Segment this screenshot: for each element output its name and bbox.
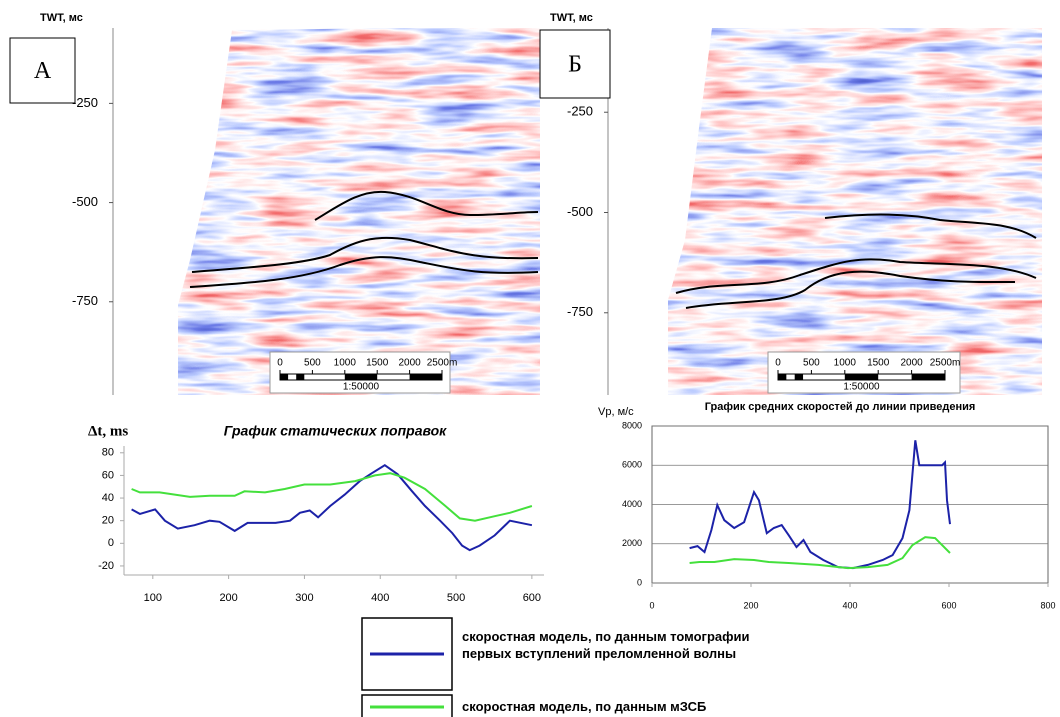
x-tick-label: 100 xyxy=(144,592,162,604)
panel-label: Б xyxy=(568,52,582,78)
y-tick-label: 4000 xyxy=(622,499,642,509)
scale-segment xyxy=(344,374,378,380)
scale-tick-label: 1000 xyxy=(834,358,857,369)
x-tick-label: 200 xyxy=(743,600,758,610)
legend-label: скоростная модель, по данным мЗСБ xyxy=(462,699,707,714)
axis-title: TWT, мс xyxy=(40,12,83,24)
horizon xyxy=(314,190,539,221)
y-tick-label: 80 xyxy=(102,447,114,459)
legend-box xyxy=(361,694,453,717)
chart-title: График статических поправок xyxy=(224,423,447,439)
scale-label: 1:50000 xyxy=(343,382,380,393)
scale-tick-label: 0 xyxy=(277,358,283,369)
panel-label-box xyxy=(539,29,611,99)
scale-tick-label: 1500 xyxy=(867,358,890,369)
scale-tick-label: 2500m xyxy=(930,358,961,369)
axis-title: TWT, мс xyxy=(550,12,593,24)
series-line xyxy=(689,440,951,570)
scale-bar-box xyxy=(767,351,961,394)
y-tick-label: -250 xyxy=(567,104,593,119)
scale-label: 1:50000 xyxy=(843,382,880,393)
series-line xyxy=(131,472,533,522)
y-tick-label: -500 xyxy=(72,194,98,209)
series-line xyxy=(689,536,951,570)
x-tick-label: 600 xyxy=(941,600,956,610)
y-tick-label: 0 xyxy=(108,537,114,549)
y-axis-label: Vp, м/с xyxy=(598,406,634,418)
y-tick-label: 6000 xyxy=(622,460,642,470)
y-tick-label: 20 xyxy=(102,515,114,527)
seismic-section xyxy=(668,28,1042,395)
horizon xyxy=(191,236,539,273)
panel-label: А xyxy=(34,58,52,84)
scale-segment xyxy=(280,374,289,380)
scale-tick-label: 0 xyxy=(775,358,781,369)
scale-segment xyxy=(911,374,945,380)
y-tick-label: -250 xyxy=(72,95,98,110)
panel-label-box xyxy=(9,37,76,104)
seismic-section xyxy=(178,28,540,395)
legend-label: скоростная модель, по данным томографии … xyxy=(462,629,750,661)
x-tick-label: 400 xyxy=(371,592,389,604)
chart-title: График средних скоростей до линии привед… xyxy=(705,401,976,413)
y-tick-label: 40 xyxy=(102,492,114,504)
horizon xyxy=(685,270,1016,309)
horizon xyxy=(824,213,1037,239)
y-tick-label: -500 xyxy=(567,204,593,219)
scale-tick-label: 1500 xyxy=(366,358,389,369)
scale-bar-box xyxy=(269,351,451,394)
series-line xyxy=(131,464,533,552)
scale-segment xyxy=(296,374,305,380)
x-tick-label: 800 xyxy=(1040,600,1055,610)
scale-segment xyxy=(778,374,787,380)
scale-segment xyxy=(409,374,442,380)
legend-box xyxy=(361,617,453,691)
scale-tick-label: 1000 xyxy=(334,358,357,369)
x-tick-label: 0 xyxy=(649,600,654,610)
horizon xyxy=(675,258,1037,294)
scale-segment xyxy=(794,374,804,380)
x-tick-label: 200 xyxy=(219,592,237,604)
horizons xyxy=(189,190,1037,309)
horizon xyxy=(189,256,539,288)
y-axis-label: Δt, ms xyxy=(88,423,128,439)
x-tick-label: 400 xyxy=(842,600,857,610)
scale-tick-label: 2000 xyxy=(900,358,923,369)
x-tick-label: 300 xyxy=(295,592,313,604)
scale-tick-label: 500 xyxy=(803,358,820,369)
scale-segment xyxy=(844,374,879,380)
scale-tick-label: 2500m xyxy=(427,358,458,369)
scale-tick-label: 2000 xyxy=(398,358,421,369)
x-tick-label: 500 xyxy=(447,592,465,604)
x-tick-label: 600 xyxy=(523,592,541,604)
y-tick-label: -750 xyxy=(72,293,98,308)
y-tick-label: 0 xyxy=(637,577,642,587)
y-tick-label: 8000 xyxy=(622,420,642,430)
y-tick-label: -750 xyxy=(567,304,593,319)
y-tick-label: 2000 xyxy=(622,538,642,548)
y-tick-label: -20 xyxy=(98,560,114,572)
scale-tick-label: 500 xyxy=(304,358,321,369)
y-tick-label: 60 xyxy=(102,469,114,481)
